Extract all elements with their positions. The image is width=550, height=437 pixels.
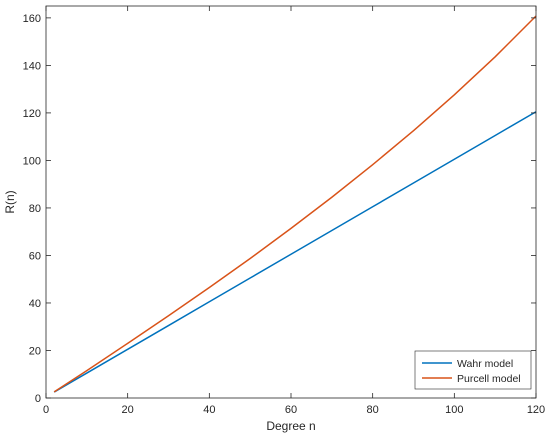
y-axis: 0 20 40 60 80 100 120 140 160 xyxy=(23,13,536,405)
x-tick-label: 100 xyxy=(445,404,463,416)
y-tick-label: 100 xyxy=(23,155,41,167)
y-tick-label: 40 xyxy=(29,298,41,310)
series-line-purcell xyxy=(53,15,537,393)
x-axis-label: Degree n xyxy=(266,419,315,433)
legend: Wahr model Purcell model xyxy=(414,350,532,390)
y-tick-label: 60 xyxy=(29,250,41,262)
y-tick-label: 120 xyxy=(23,108,41,120)
x-tick-label: 60 xyxy=(285,404,297,416)
y-tick-label: 160 xyxy=(23,13,41,25)
x-tick-label: 40 xyxy=(203,404,215,416)
x-axis: 0 20 40 60 80 100 120 xyxy=(43,6,545,416)
x-tick-label: 120 xyxy=(527,404,545,416)
plot-area xyxy=(46,6,536,398)
x-tick-label: 20 xyxy=(122,404,134,416)
x-tick-label: 0 xyxy=(43,404,49,416)
legend-label-wahr: Wahr model xyxy=(457,358,513,370)
x-tick-label: 80 xyxy=(367,404,379,416)
series-line-wahr xyxy=(53,111,537,393)
y-tick-label: 0 xyxy=(35,393,41,405)
legend-label-purcell: Purcell model xyxy=(457,373,521,385)
series-layer xyxy=(53,15,537,393)
y-tick-label: 80 xyxy=(29,203,41,215)
y-axis-label: R(n) xyxy=(3,190,17,213)
y-tick-label: 140 xyxy=(23,60,41,72)
y-tick-label: 20 xyxy=(29,345,41,357)
legend-box xyxy=(414,350,532,390)
